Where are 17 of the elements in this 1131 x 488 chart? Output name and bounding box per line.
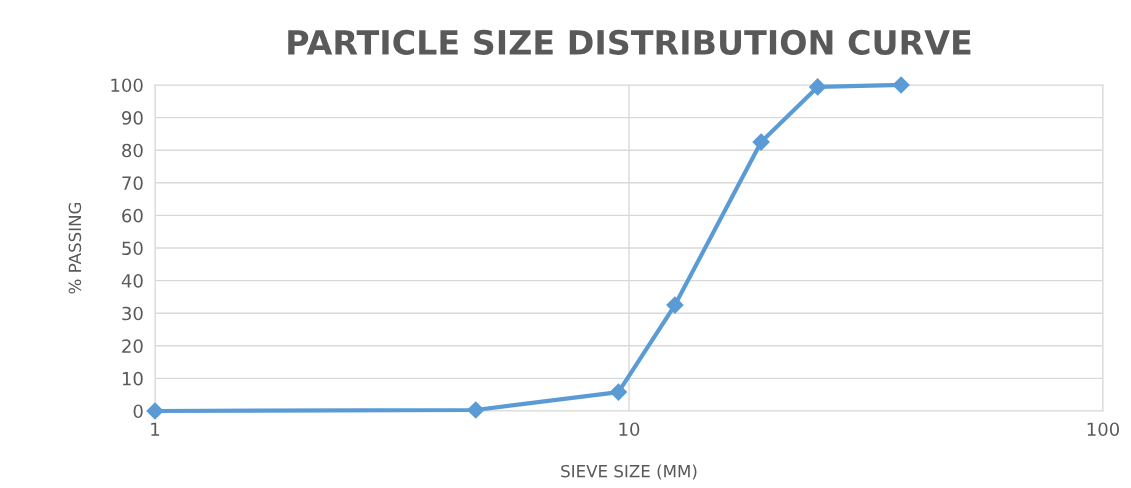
y-tick-label: 60 xyxy=(122,208,143,223)
y-tick-label: 80 xyxy=(122,143,143,158)
chart-title: PARTICLE SIZE DISTRIBUTION CURVE xyxy=(288,29,971,55)
y-tick-label: 30 xyxy=(122,306,143,321)
y-tick-label: 20 xyxy=(122,339,143,353)
y-tick-label: 0 xyxy=(133,404,143,419)
x-axis-title: SIEVE SIZE (MM) xyxy=(561,464,697,480)
x-tick-label: 100 xyxy=(1087,422,1120,437)
y-tick-label: 10 xyxy=(122,371,143,386)
x-tick-label: 1 xyxy=(151,422,160,436)
y-tick-label: 50 xyxy=(122,241,143,256)
y-tick-label: 40 xyxy=(121,274,143,288)
y-tick-label: 90 xyxy=(122,111,143,125)
y-tick-label: 70 xyxy=(122,176,143,190)
y-tick-label: 100 xyxy=(111,78,143,93)
x-tick-label: 10 xyxy=(619,422,640,437)
y-axis-title: % PASSING xyxy=(68,202,82,294)
